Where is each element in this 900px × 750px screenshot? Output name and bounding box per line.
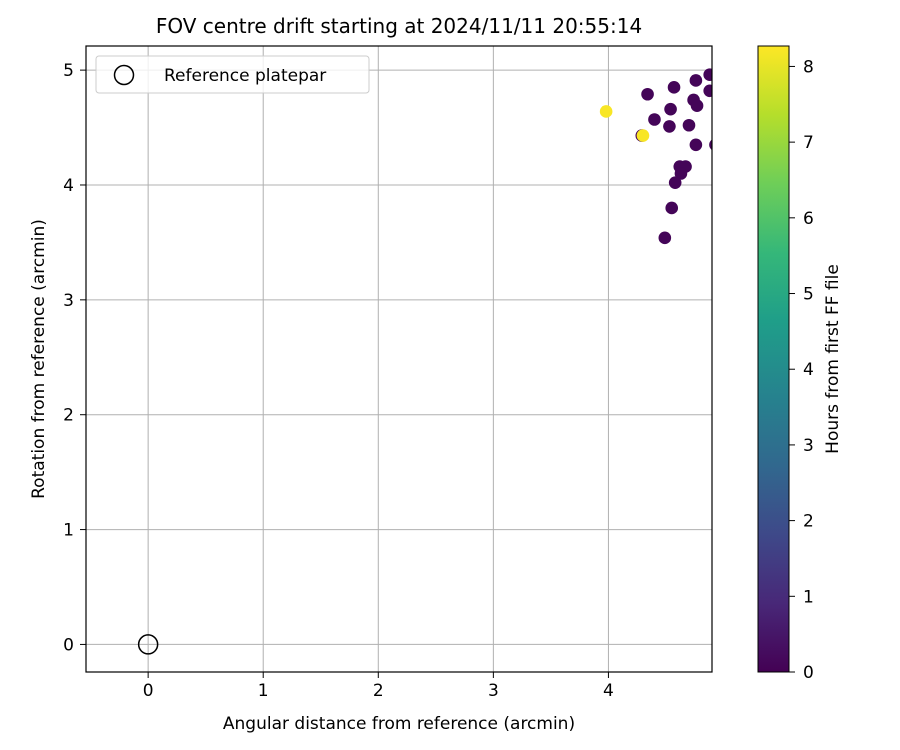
plot-frame	[85, 45, 713, 673]
legend: Reference platepar	[95, 55, 370, 94]
y-tick-label: 2	[63, 406, 74, 426]
y-tick-label: 4	[63, 176, 74, 196]
drift-point	[636, 129, 650, 142]
drift-point	[658, 231, 672, 245]
drift-point	[682, 118, 696, 132]
colorbar-label: Hours from first FF file	[823, 264, 843, 454]
drift-point	[703, 84, 712, 98]
grid-lines	[86, 46, 712, 672]
legend-box	[95, 55, 370, 94]
y-tick-label: 0	[63, 635, 74, 655]
colorbar: 0 1 2 3 4 5 6 7 8 Hours from first FF file	[757, 45, 843, 683]
x-tick-label: 2	[373, 681, 384, 701]
drift-point	[641, 87, 654, 101]
colorbar-tick-label: 3	[803, 436, 814, 456]
chart-title: FOV centre drift starting at 2024/11/11 …	[156, 14, 642, 38]
colorbar-tick-label: 6	[803, 209, 814, 229]
colorbar-tick-label: 5	[803, 285, 814, 305]
drift-point	[665, 201, 679, 215]
x-tick-label: 3	[488, 681, 499, 701]
drift-point	[664, 102, 677, 116]
legend-entry: Reference platepar	[164, 66, 326, 86]
colorbar-tick-label: 0	[803, 663, 814, 683]
drift-point	[663, 120, 676, 133]
drift-point	[668, 176, 682, 189]
y-tick-label: 3	[63, 291, 74, 311]
drift-point	[709, 139, 712, 151]
drift-point	[703, 68, 712, 82]
drift-point	[689, 138, 703, 152]
drift-point	[599, 105, 613, 118]
colorbar-tick-label: 7	[803, 133, 814, 153]
x-tick-label: 1	[258, 681, 269, 701]
colorbar-ticks: 0 1 2 3 4 5 6 7 8	[789, 57, 814, 683]
drift-point	[648, 113, 661, 126]
colorbar-gradient	[757, 45, 790, 673]
y-axis-label: Rotation from reference (arcmin)	[29, 219, 49, 499]
y-tick-label: 1	[63, 521, 74, 541]
colorbar-tick-label: 4	[803, 360, 814, 380]
colorbar-tick-label: 2	[803, 512, 814, 532]
drift-point	[690, 99, 704, 113]
y-tick-label: 5	[63, 61, 74, 81]
x-tick-label: 0	[143, 681, 154, 701]
x-axis-ticks: 0 1 2 3 4	[143, 672, 614, 701]
drift-point	[674, 167, 688, 180]
colorbar-tick-label: 8	[803, 57, 814, 77]
reference-marker	[137, 634, 159, 655]
legend-marker	[113, 64, 135, 86]
x-axis-label: Angular distance from reference (arcmin)	[223, 714, 575, 734]
x-tick-label: 4	[603, 681, 614, 701]
y-axis-ticks: 0 1 2 3 4 5	[63, 61, 86, 655]
drift-point	[689, 74, 703, 87]
drift-point	[667, 81, 681, 94]
data-points	[599, 68, 712, 245]
colorbar-tick-label: 1	[803, 587, 814, 607]
